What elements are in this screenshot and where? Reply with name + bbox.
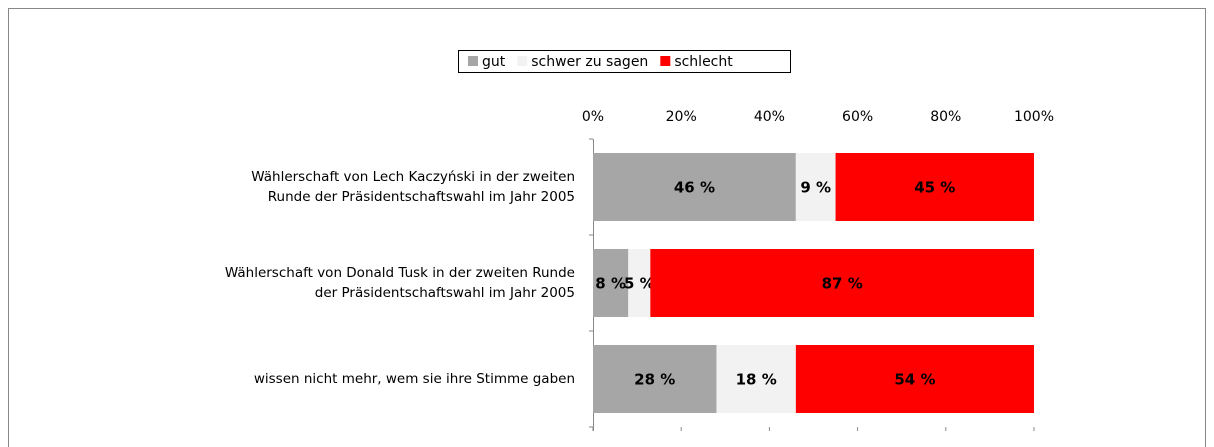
- value-label: 18 %: [736, 371, 777, 389]
- bar-segment: [650, 249, 1034, 317]
- category-label: wissen nicht mehr, wem sie ihre Stimme g…: [253, 371, 575, 387]
- value-label: 46 %: [674, 179, 715, 197]
- value-label: 45 %: [914, 179, 955, 197]
- value-label: 87 %: [822, 275, 863, 293]
- value-label: 54 %: [894, 371, 935, 389]
- bar-segment: [593, 249, 629, 317]
- legend-box: [458, 50, 791, 73]
- bar-segment: [716, 345, 796, 413]
- x-tick-label: 20%: [666, 109, 697, 125]
- x-tick-label: 80%: [930, 109, 961, 125]
- x-tick-label: 60%: [842, 109, 873, 125]
- bar-segment: [835, 153, 1034, 221]
- frame: [8, 8, 1206, 447]
- bar-segment: [795, 153, 836, 221]
- bar-segment: [795, 345, 1034, 413]
- value-label: 8 %: [595, 275, 626, 293]
- legend-label: gut: [482, 54, 506, 70]
- legend-label: schwer zu sagen: [531, 54, 648, 70]
- bar-segment: [628, 249, 651, 317]
- legend-swatch: [468, 56, 478, 66]
- x-tick-label: 0%: [582, 109, 604, 125]
- bar-segment: [593, 153, 796, 221]
- value-label: 28 %: [634, 371, 675, 389]
- value-label: 5 %: [624, 275, 655, 293]
- x-tick-label: 40%: [754, 109, 785, 125]
- bar-segment: [593, 345, 717, 413]
- value-label: 9 %: [800, 179, 831, 197]
- legend-swatch: [660, 56, 671, 66]
- x-tick-label: 100%: [1014, 109, 1054, 125]
- category-label: Wählerschaft von Donald Tusk in der zwei…: [224, 265, 575, 301]
- legend-label: schlecht: [674, 54, 733, 70]
- legend-swatch: [517, 56, 528, 66]
- category-label: Wählerschaft von Lech Kaczyński in der z…: [251, 169, 575, 205]
